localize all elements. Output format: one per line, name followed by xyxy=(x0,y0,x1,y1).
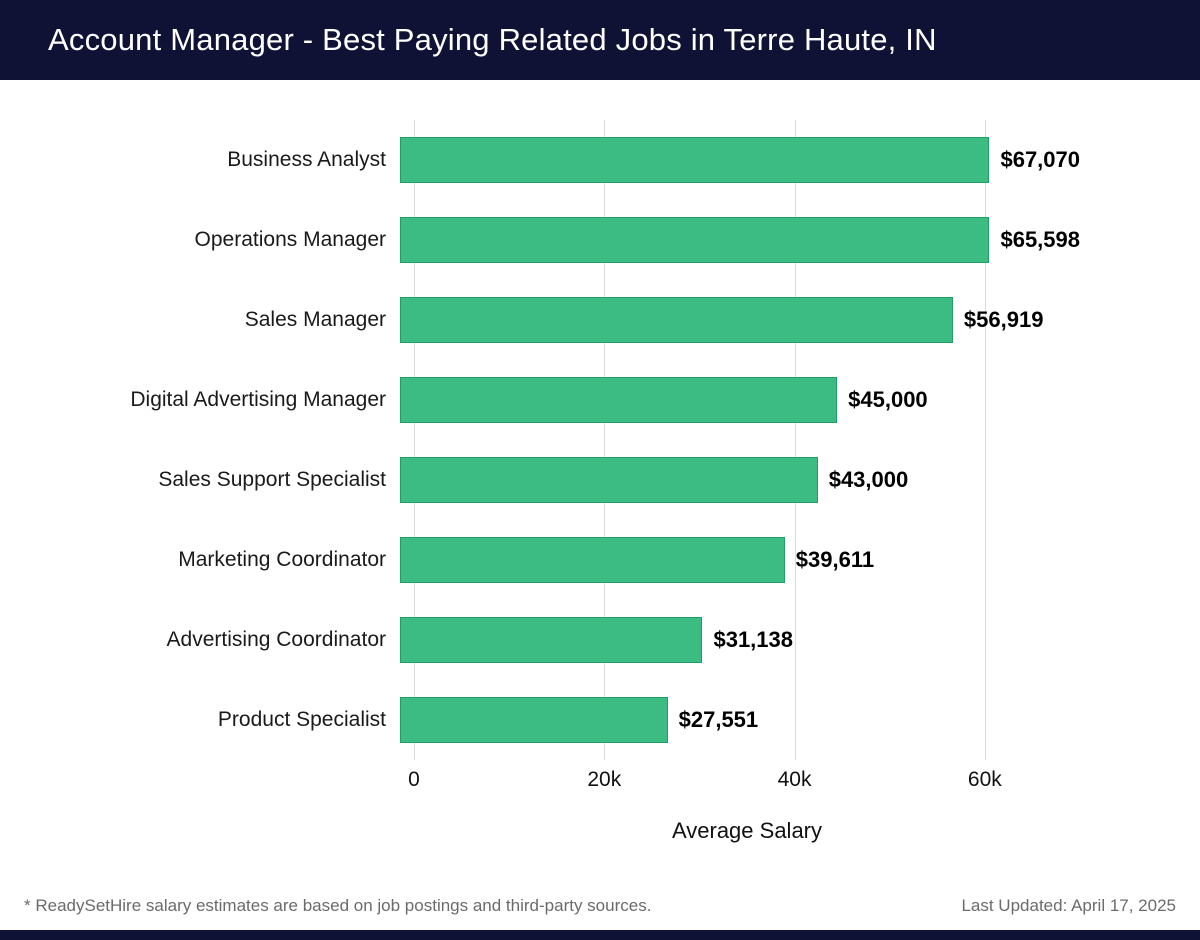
category-label: Marketing Coordinator xyxy=(178,548,386,571)
value-label: $43,000 xyxy=(828,467,909,492)
bar-row: Sales Support Specialist $43,000 xyxy=(0,440,1080,520)
bar-row: Business Analyst $67,070 xyxy=(0,120,1080,200)
category-label: Advertising Coordinator xyxy=(166,628,386,651)
x-tick-label: 40k xyxy=(777,768,812,791)
last-updated: Last Updated: April 17, 2025 xyxy=(961,896,1176,915)
bar-rows: Business Analyst $67,070 Operations Manage… xyxy=(0,120,1080,760)
category-label: Digital Advertising Manager xyxy=(130,388,386,411)
category-label: Operations Manager xyxy=(194,228,386,251)
bar xyxy=(400,297,953,343)
x-tick-label: 0 xyxy=(408,768,420,791)
bar xyxy=(400,217,990,263)
chart-header: Account Manager - Best Paying Related Jo… xyxy=(0,0,1200,80)
chart-area: Business Analyst $67,070 Operations Manage… xyxy=(0,80,1200,896)
chart-footer: * ReadySetHire salary estimates are base… xyxy=(0,896,1200,930)
bar-track: $56,919 xyxy=(400,297,1080,343)
bottom-accent-bar xyxy=(0,930,1200,940)
bar-row: Product Specialist $27,551 xyxy=(0,680,1080,760)
value-label: $65,598 xyxy=(1000,227,1080,252)
value-label: $56,919 xyxy=(963,307,1044,332)
x-tick-label: 60k xyxy=(967,768,1002,791)
category-label: Sales Manager xyxy=(244,308,386,331)
footnote: * ReadySetHire salary estimates are base… xyxy=(24,896,652,915)
bar xyxy=(400,537,785,583)
value-label: $27,551 xyxy=(678,707,759,732)
bar-track: $31,138 xyxy=(400,617,1080,663)
category-label: Business Analyst xyxy=(227,148,386,171)
value-label: $39,611 xyxy=(795,547,875,572)
x-axis-label: Average Salary xyxy=(671,818,822,843)
bar-track: $65,598 xyxy=(400,217,1080,263)
bar xyxy=(400,617,703,663)
bar xyxy=(400,377,838,423)
x-tick-label: 20k xyxy=(587,768,622,791)
bar xyxy=(400,697,668,743)
bar-track: $39,611 xyxy=(400,537,1080,583)
category-label: Product Specialist xyxy=(217,708,386,731)
bar-row: Operations Manager $65,598 xyxy=(0,200,1080,280)
bar-row: Sales Manager $56,919 xyxy=(0,280,1080,360)
value-label: $67,070 xyxy=(1000,147,1080,172)
bar-track: $45,000 xyxy=(400,377,1080,423)
bar-chart-plot: Business Analyst $67,070 Operations Manage… xyxy=(0,120,1080,760)
bar-row: Advertising Coordinator $31,138 xyxy=(0,600,1080,680)
value-label: $31,138 xyxy=(713,627,793,652)
bar-track: $67,070 xyxy=(400,137,1080,183)
bar-row: Marketing Coordinator $39,611 xyxy=(0,520,1080,600)
bar-row: Digital Advertising Manager $45,000 xyxy=(0,360,1080,440)
bar xyxy=(400,457,818,503)
x-axis-ticks: 0 20k 40k 60k xyxy=(408,760,1080,800)
bar-track: $27,551 xyxy=(400,697,1080,743)
bar xyxy=(400,137,990,183)
chart-title: Account Manager - Best Paying Related Jo… xyxy=(48,22,937,57)
category-label: Sales Support Specialist xyxy=(158,468,386,491)
value-label: $45,000 xyxy=(848,387,928,412)
bar-track: $43,000 xyxy=(400,457,1080,503)
